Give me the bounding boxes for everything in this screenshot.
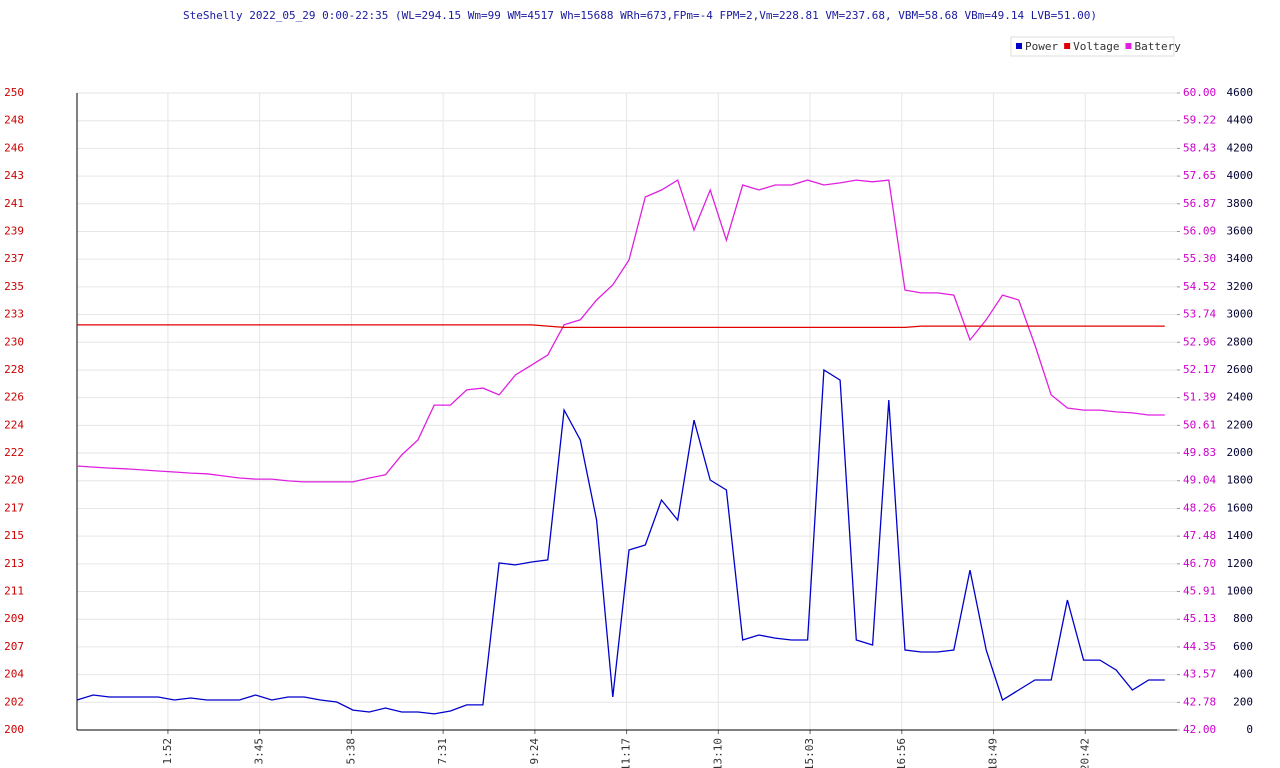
legend-label: Power xyxy=(1025,40,1058,53)
x-tick-label: 20:42 xyxy=(1078,738,1091,768)
y-tick-label: 202 xyxy=(4,695,24,708)
y3-tick-label: 4000 xyxy=(1227,169,1254,182)
y2-tick-label: 52.17 xyxy=(1183,363,1216,376)
y2-tick-label: 50.61 xyxy=(1183,418,1216,431)
series-line xyxy=(76,179,1165,483)
x-tick-label: 18:49 xyxy=(987,738,1000,768)
y-tick-label: 215 xyxy=(4,529,24,542)
y3-tick-label: 2600 xyxy=(1227,363,1254,376)
y-tick-label: 213 xyxy=(4,557,24,570)
y2-tick-label: 45.13 xyxy=(1183,612,1216,625)
legend-label: Voltage xyxy=(1073,40,1119,53)
y-tick-label: 224 xyxy=(4,418,24,431)
y2-tick-label: 49.04 xyxy=(1183,474,1216,487)
y-tick-label: 235 xyxy=(4,280,24,293)
y2-tick-label: 59.22 xyxy=(1183,114,1216,127)
y2-tick-label: 47.48 xyxy=(1183,529,1216,542)
legend-label: Battery xyxy=(1134,40,1181,53)
x-tick-label: 1:52 xyxy=(161,738,174,765)
y3-tick-label: 2800 xyxy=(1227,335,1254,348)
y2-tick-label: 58.43 xyxy=(1183,141,1216,154)
y3-tick-label: 200 xyxy=(1233,695,1253,708)
x-tick-label: 7:31 xyxy=(436,738,449,765)
x-tick-label: 3:45 xyxy=(253,738,266,765)
y3-tick-label: 800 xyxy=(1233,612,1253,625)
y-tick-label: 228 xyxy=(4,363,24,376)
y3-tick-label: 2000 xyxy=(1227,446,1254,459)
y-tick-label: 239 xyxy=(4,224,24,237)
legend: Power Voltage Battery xyxy=(1010,36,1181,57)
y2-tick-label: 43.57 xyxy=(1183,668,1216,681)
y2-tick-label: 42.00 xyxy=(1183,723,1216,736)
y-tick-label: 200 xyxy=(4,723,24,736)
y-tick-label: 241 xyxy=(4,197,24,210)
y2-tick-label: 52.96 xyxy=(1183,335,1216,348)
series-line xyxy=(77,324,1165,329)
y-tick-label: 233 xyxy=(4,308,24,321)
y2-tick-label: 44.35 xyxy=(1183,640,1216,653)
x-tick-label: 11:17 xyxy=(620,738,633,768)
y2-tick-label: 46.70 xyxy=(1183,557,1216,570)
x-tick-label: 15:03 xyxy=(803,738,816,768)
x-tick-label: 9:24 xyxy=(528,738,541,765)
y3-tick-label: 4400 xyxy=(1227,114,1254,127)
y2-tick-label: 45.91 xyxy=(1183,585,1216,598)
x-tick-label: 16:56 xyxy=(895,738,908,768)
y2-tick-label: 56.09 xyxy=(1183,224,1216,237)
y2-tick-label: 51.39 xyxy=(1183,391,1216,404)
y2-tick-label: 55.30 xyxy=(1183,252,1216,265)
y3-tick-label: 1000 xyxy=(1227,585,1254,598)
y3-tick-label: 1200 xyxy=(1227,557,1254,570)
y2-tick-label: 60.00 xyxy=(1183,86,1216,99)
y3-tick-label: 3000 xyxy=(1227,308,1254,321)
legend-swatch xyxy=(1125,43,1132,49)
y3-tick-label: 1400 xyxy=(1227,529,1254,542)
y-tick-label: 209 xyxy=(4,612,24,625)
y3-tick-label: 400 xyxy=(1233,668,1253,681)
y3-tick-label: 3800 xyxy=(1227,197,1254,210)
y2-tick-label: 53.74 xyxy=(1183,308,1216,321)
y2-tick-label: 56.87 xyxy=(1183,197,1216,210)
y3-tick-label: 1800 xyxy=(1227,474,1254,487)
y2-tick-label: 49.83 xyxy=(1183,446,1216,459)
legend-swatch xyxy=(1064,43,1071,49)
legend-swatch xyxy=(1016,43,1022,49)
series-line xyxy=(76,368,1165,715)
y2-tick-label: 54.52 xyxy=(1183,280,1216,293)
y3-tick-label: 2200 xyxy=(1227,418,1254,431)
y3-tick-label: 4200 xyxy=(1227,141,1254,154)
y3-tick-label: 2400 xyxy=(1227,391,1254,404)
y-tick-label: 243 xyxy=(4,169,24,182)
y-tick-label: 250 xyxy=(4,86,24,99)
y-tick-label: 222 xyxy=(4,446,24,459)
y2-tick-label: 48.26 xyxy=(1183,501,1216,514)
x-tick-label: 5:38 xyxy=(344,738,357,765)
legend-box xyxy=(1010,36,1175,57)
y-tick-label: 207 xyxy=(4,640,24,653)
y-tick-label: 226 xyxy=(4,391,24,404)
y-tick-label: 230 xyxy=(4,335,24,348)
y3-tick-label: 3400 xyxy=(1227,252,1254,265)
x-tick-label: 13:10 xyxy=(711,738,724,768)
y3-tick-label: 3200 xyxy=(1227,280,1254,293)
y-tick-label: 211 xyxy=(4,585,24,598)
chart-title: SteShelly 2022_05_29 0:00-22:35 (WL=294.… xyxy=(183,9,1097,22)
y-tick-label: 217 xyxy=(4,501,24,514)
y-tick-label: 248 xyxy=(4,114,24,127)
y-tick-label: 220 xyxy=(4,474,24,487)
y3-tick-label: 3600 xyxy=(1227,224,1254,237)
y-tick-label: 246 xyxy=(4,141,24,154)
y2-tick-label: 57.65 xyxy=(1183,169,1216,182)
y3-tick-label: 0 xyxy=(1246,723,1253,736)
y2-tick-label: 42.78 xyxy=(1183,695,1216,708)
y3-tick-label: 600 xyxy=(1233,640,1253,653)
y3-tick-label: 4600 xyxy=(1227,86,1254,99)
y3-tick-label: 1600 xyxy=(1227,501,1254,514)
y-tick-label: 237 xyxy=(4,252,24,265)
y-tick-label: 204 xyxy=(4,668,24,681)
